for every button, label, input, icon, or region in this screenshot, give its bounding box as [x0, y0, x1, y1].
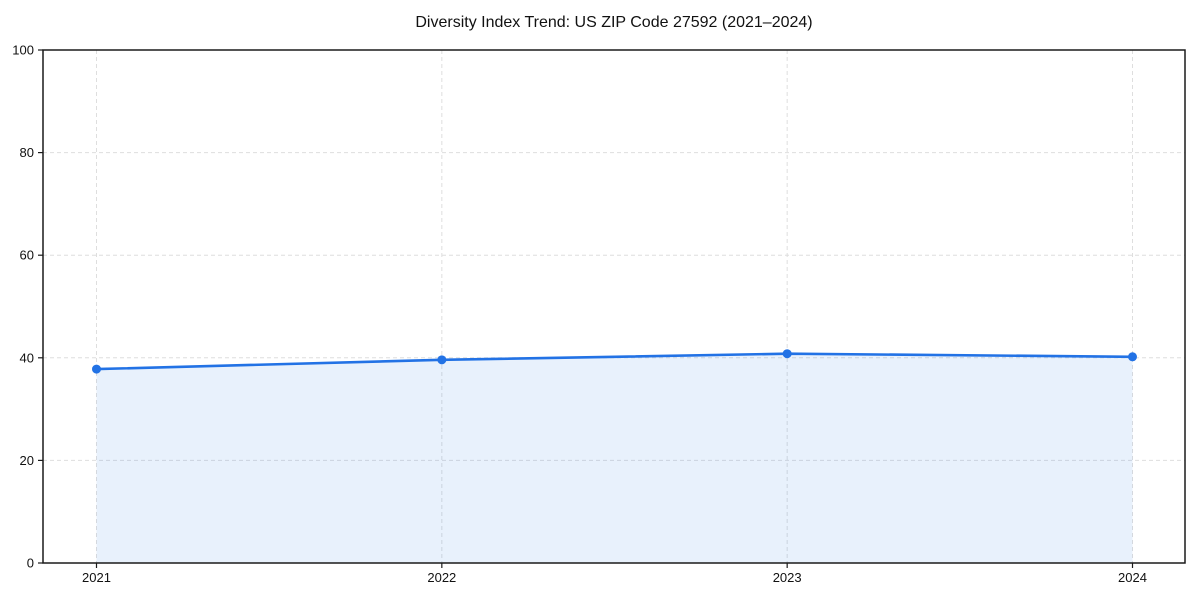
y-tick-label: 60	[20, 248, 34, 263]
y-tick-label: 80	[20, 145, 34, 160]
y-tick-label: 40	[20, 350, 34, 365]
trend-line	[95, 352, 1134, 371]
data-point-marker	[437, 355, 447, 365]
data-point-marker	[1128, 352, 1137, 362]
y-tick-label: 100	[12, 43, 34, 58]
chart-title: Diversity Index Trend: US ZIP Code 27592…	[415, 14, 813, 31]
y-tick-label: 20	[20, 453, 34, 468]
x-tick-label: 2022	[427, 570, 456, 585]
data-point-marker	[782, 349, 792, 359]
x-tick-label: 2023	[773, 570, 802, 585]
data-point-marker	[92, 364, 101, 374]
area-fill	[96, 353, 1133, 563]
x-tick-label: 2021	[82, 570, 111, 585]
y-tick-label: 0	[27, 556, 34, 571]
plot-border	[42, 49, 1186, 564]
x-tick-label: 2024	[1118, 570, 1147, 585]
